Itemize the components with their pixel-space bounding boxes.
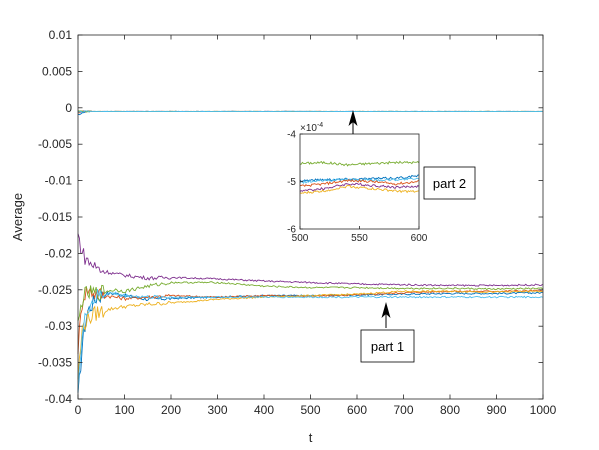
y-tick-label: -0.025 bbox=[38, 283, 72, 297]
y-tick-label: -0.04 bbox=[45, 392, 73, 406]
inset-x-tick-label: 500 bbox=[292, 233, 309, 244]
y-tick-label: -0.005 bbox=[38, 137, 72, 151]
annotation-part2-text: part 2 bbox=[433, 176, 466, 191]
series-line-6-part1 bbox=[77, 289, 543, 392]
x-tick-label: 500 bbox=[300, 403, 320, 417]
x-tick-label: 900 bbox=[486, 403, 506, 417]
series-line-4-part1 bbox=[77, 233, 543, 287]
inset-background bbox=[300, 134, 419, 229]
inset-series-line-1 bbox=[299, 160, 420, 167]
y-tick-label: 0 bbox=[65, 101, 72, 115]
inset-scale-label: ×10-4 bbox=[300, 122, 323, 134]
y-tick-label: -0.01 bbox=[45, 174, 73, 188]
inset-x-tick-label: 600 bbox=[411, 233, 428, 244]
x-tick-label: 100 bbox=[114, 403, 134, 417]
inset-series-group bbox=[299, 160, 420, 194]
x-tick-label: 300 bbox=[207, 403, 227, 417]
annotation-part1-text: part 1 bbox=[371, 339, 404, 354]
series-line-6-part2 bbox=[77, 110, 543, 113]
y-axis-label: Average bbox=[10, 193, 25, 241]
y-tick-label: 0.005 bbox=[42, 64, 72, 78]
x-tick-label: 0 bbox=[75, 403, 82, 417]
y-tick-label: -0.02 bbox=[45, 246, 73, 260]
inset-series-line-4 bbox=[299, 178, 420, 187]
inset-x-tick-label: 550 bbox=[351, 233, 368, 244]
x-tick-label: 800 bbox=[440, 403, 460, 417]
inset-y-tick-label: -4 bbox=[287, 130, 296, 141]
y-tick-label: 0.01 bbox=[49, 28, 73, 42]
annotation-part2: part 2 bbox=[423, 166, 476, 200]
x-tick-label: 600 bbox=[347, 403, 367, 417]
inset-scale-exponent: -4 bbox=[317, 122, 323, 129]
part2-arrow bbox=[348, 110, 358, 134]
inset-y-tick-label: -6 bbox=[287, 225, 296, 236]
main-ticks-group: 0 100 200 300 400 500 600 700 800 900 1000 -0.04 -0.… bbox=[38, 28, 557, 417]
x-axis-label: t bbox=[309, 430, 313, 445]
part1-arrow bbox=[381, 302, 391, 328]
annotation-part1: part 1 bbox=[360, 329, 415, 363]
y-tick-label: -0.03 bbox=[45, 319, 73, 333]
x-tick-label: 700 bbox=[393, 403, 413, 417]
series-line-5-part1 bbox=[77, 281, 543, 322]
inset-series-line-6 bbox=[299, 184, 420, 194]
x-tick-label: 1000 bbox=[530, 403, 557, 417]
inset-ticks-group: 500 550 600 -4 -5 -6 bbox=[287, 130, 428, 245]
main-series-group bbox=[77, 110, 543, 393]
x-tick-label: 400 bbox=[254, 403, 274, 417]
y-tick-label: -0.035 bbox=[38, 356, 72, 370]
inset-y-tick-label: -5 bbox=[287, 177, 296, 188]
y-tick-label: -0.015 bbox=[38, 210, 72, 224]
inset-series-line-5 bbox=[299, 182, 420, 192]
x-tick-label: 200 bbox=[161, 403, 181, 417]
